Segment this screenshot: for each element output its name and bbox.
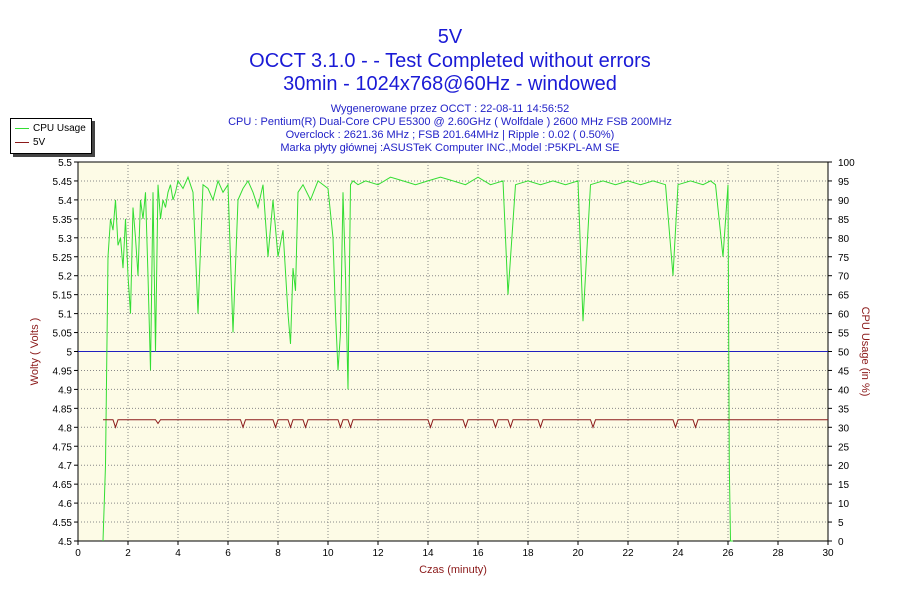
y-right-tick-label: 45	[838, 366, 850, 377]
x-tick-label: 24	[672, 548, 684, 559]
y-right-tick-label: 60	[838, 310, 850, 321]
y-right-tick-label: 50	[838, 348, 850, 359]
y-right-tick-label: 35	[838, 404, 850, 415]
x-tick-label: 18	[522, 548, 534, 559]
x-tick-label: 10	[322, 548, 334, 559]
x-tick-label: 30	[822, 548, 834, 559]
y-right-tick-label: 0	[838, 537, 844, 548]
x-tick-label: 14	[422, 548, 434, 559]
info-line-overclock: Overclock : 2621.36 MHz ; FSB 201.64MHz …	[285, 129, 615, 141]
y-left-tick-label: 5.25	[53, 253, 73, 264]
y-left-tick-label: 4.95	[53, 366, 73, 377]
legend-label-cpu-usage: CPU Usage	[33, 123, 86, 134]
y-right-tick-label: 95	[838, 177, 850, 188]
y-left-tick-label: 5.3	[58, 234, 72, 245]
y-right-tick-label: 90	[838, 196, 850, 207]
x-tick-label: 28	[772, 548, 784, 559]
x-tick-label: 20	[572, 548, 584, 559]
y-right-tick-label: 65	[838, 291, 850, 302]
y-left-tick-label: 4.65	[53, 480, 73, 491]
y-right-tick-label: 70	[838, 272, 850, 283]
y-right-axis-title: CPU Usage (in %)	[859, 307, 871, 397]
info-line-cpu: CPU : Pentium(R) Dual-Core CPU E5300 @ 2…	[228, 116, 672, 128]
y-left-axis-title: Wolty ( Volts )	[29, 318, 41, 386]
x-tick-label: 12	[372, 548, 384, 559]
y-left-tick-label: 5.45	[53, 177, 73, 188]
y-right-tick-label: 15	[838, 480, 850, 491]
y-left-tick-label: 4.85	[53, 404, 73, 415]
series-line-5v	[103, 419, 828, 429]
x-tick-label: 26	[722, 548, 734, 559]
y-right-tick-label: 100	[838, 158, 855, 169]
info-line-motherboard: Marka płyty głównej :ASUSTeK Computer IN…	[280, 142, 620, 154]
y-left-tick-label: 4.5	[58, 537, 72, 548]
y-right-tick-label: 30	[838, 423, 850, 434]
x-tick-label: 0	[75, 548, 81, 559]
y-right-tick-label: 10	[838, 499, 850, 510]
y-left-tick-label: 4.8	[58, 423, 72, 434]
x-tick-label: 4	[175, 548, 181, 559]
y-right-tick-label: 40	[838, 385, 850, 396]
legend-item-cpu-usage: CPU Usage	[15, 122, 86, 135]
x-tick-label: 16	[472, 548, 484, 559]
y-right-tick-label: 75	[838, 253, 850, 264]
chart-subtitle-1: OCCT 3.1.0 - - Test Completed without er…	[249, 50, 651, 72]
info-line-generated: Wygenerowane przez OCCT : 22-08-11 14:56…	[330, 103, 570, 115]
y-right-tick-label: 5	[838, 518, 844, 529]
y-left-tick-label: 5.2	[58, 272, 72, 283]
y-left-tick-label: 5.15	[53, 291, 73, 302]
x-tick-label: 2	[125, 548, 131, 559]
x-axis-title: Czas (minuty)	[419, 564, 487, 576]
y-right-tick-label: 25	[838, 442, 850, 453]
y-left-tick-label: 4.9	[58, 385, 72, 396]
chart-title: 5V	[437, 26, 463, 48]
x-tick-label: 8	[275, 548, 281, 559]
legend-label-5v: 5V	[33, 137, 46, 148]
legend-swatch-5v	[15, 141, 29, 143]
x-tick-label: 6	[225, 548, 231, 559]
y-left-tick-label: 4.55	[53, 518, 73, 529]
chart-subtitle-2: 30min - 1024x768@60Hz - windowed	[283, 73, 617, 95]
y-left-tick-label: 5.35	[53, 215, 73, 226]
chart-legend: CPU Usage 5V	[10, 118, 92, 154]
y-left-tick-label: 4.7	[58, 461, 72, 472]
y-right-tick-label: 80	[838, 234, 850, 245]
y-left-tick-label: 5.5	[58, 158, 72, 169]
y-left-tick-label: 5	[66, 348, 72, 359]
legend-item-5v: 5V	[15, 136, 45, 149]
y-left-tick-label: 4.75	[53, 442, 73, 453]
y-right-tick-label: 85	[838, 215, 850, 226]
x-tick-label: 22	[622, 548, 634, 559]
y-left-tick-label: 5.1	[58, 310, 72, 321]
y-left-tick-label: 5.05	[53, 329, 73, 340]
y-right-tick-label: 55	[838, 329, 850, 340]
y-right-tick-label: 20	[838, 461, 850, 472]
legend-swatch-cpu-usage	[15, 127, 29, 129]
y-left-tick-label: 5.4	[58, 196, 72, 207]
y-left-tick-label: 4.6	[58, 499, 72, 510]
series-line-cpu-usage	[102, 175, 733, 542]
